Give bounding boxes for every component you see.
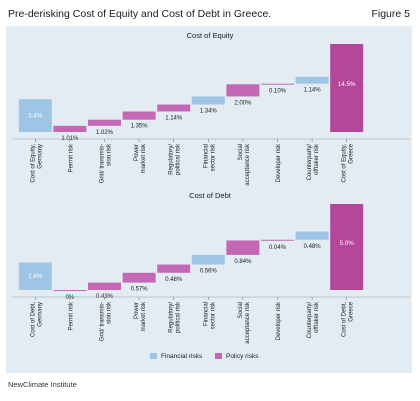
bar <box>53 290 87 291</box>
bar <box>53 125 87 132</box>
bar <box>88 282 121 290</box>
category-label: Powermarket risk <box>134 143 147 173</box>
bar <box>261 83 294 85</box>
bar <box>330 44 364 132</box>
data-label: 1.34% <box>200 109 218 115</box>
category-label: Permit risk <box>68 301 74 330</box>
bar <box>122 272 156 283</box>
bar <box>295 76 329 84</box>
bar <box>157 264 191 273</box>
data-label: 5.4% <box>28 113 43 120</box>
data-label: 1.14% <box>165 115 183 121</box>
bar <box>18 262 52 290</box>
data-label: 0.48% <box>304 244 322 250</box>
data-label: 0.57% <box>131 287 149 293</box>
category-label: Cost of Debt,Greece <box>342 301 355 337</box>
data-label: 0% <box>66 295 75 301</box>
category-label: Powermarket risk <box>134 301 147 331</box>
data-label: 0.04% <box>269 245 287 251</box>
figure-number: Figure 5 <box>371 8 410 20</box>
bar <box>295 231 329 240</box>
category-label: Cost of Debt,Germany <box>30 302 43 337</box>
category-label: Grid/ transmis-sion risk <box>100 143 113 183</box>
category-label: Regulatory/political risk <box>169 143 182 175</box>
data-label: 0.10% <box>269 89 287 95</box>
category-label: Socialacceptance risk <box>238 143 251 186</box>
bar <box>226 240 260 255</box>
category-label: Socialacceptance risk <box>238 301 251 344</box>
data-label: 1.02% <box>96 130 114 136</box>
legend-swatch <box>215 353 222 359</box>
category-label: Financialsector risk <box>203 301 216 329</box>
legend-swatch <box>150 353 157 359</box>
bar <box>122 111 156 120</box>
bar <box>157 104 191 112</box>
category-label: Financialsector risk <box>203 143 216 171</box>
chart-title: Cost of Equity <box>187 31 234 40</box>
bar <box>261 239 294 241</box>
data-label: 2.00% <box>234 100 252 106</box>
data-label: 1.6% <box>28 273 43 280</box>
figure-header: Pre-derisking Cost of Equity and Cost of… <box>0 0 420 30</box>
category-label: Regulatory/political risk <box>169 301 182 333</box>
data-label: 0.84% <box>234 259 252 265</box>
bar <box>330 204 364 290</box>
data-label: 1.35% <box>131 124 149 130</box>
category-label: Developer risk <box>276 301 282 340</box>
category-label: Counterparty/offtaker risk <box>307 143 320 180</box>
category-label: Cost of Equity,Germany <box>30 144 43 183</box>
category-label: Counterparty/offtaker risk <box>307 301 320 338</box>
bar <box>88 119 121 126</box>
category-label: Developer risk <box>276 143 282 182</box>
source-footer: NewClimate Institute <box>8 380 77 389</box>
bar <box>191 96 225 105</box>
category-label: Cost of Equity,Greece <box>342 143 355 182</box>
legend-label: Policy risks <box>226 353 259 360</box>
bar <box>18 99 52 132</box>
category-label: Grid/ transmis-sion risk <box>100 301 113 341</box>
bar <box>226 84 260 97</box>
data-label: 1.14% <box>304 88 322 94</box>
chart-title: Cost of Debt <box>189 191 232 200</box>
data-label: 14.5% <box>338 81 356 88</box>
data-label: 0.56% <box>200 269 218 275</box>
data-label: 5.0% <box>340 240 355 247</box>
bar <box>191 254 225 265</box>
data-label: 0.48% <box>165 277 183 283</box>
legend-label: Financial risks <box>161 353 203 360</box>
figure-title: Pre-derisking Cost of Equity and Cost of… <box>8 8 272 20</box>
category-label: Permit risk <box>68 143 74 172</box>
